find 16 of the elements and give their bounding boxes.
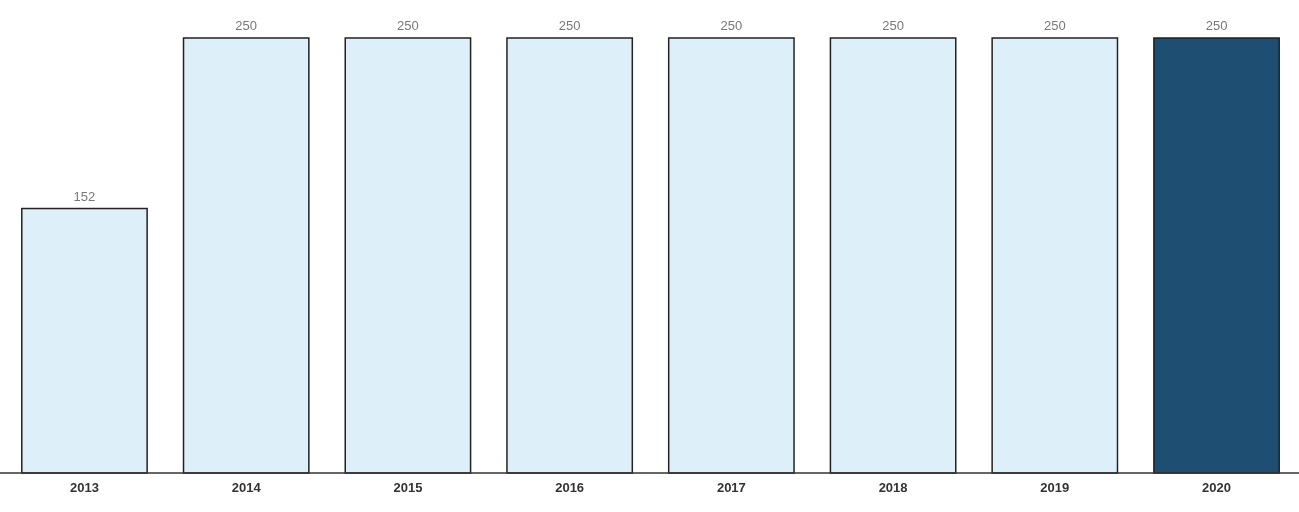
x-tick-label: 2015 xyxy=(393,480,423,496)
x-tick-label: 2020 xyxy=(1202,480,1231,496)
x-tick-label: 2013 xyxy=(70,480,99,496)
x-tick-label: 2016 xyxy=(555,480,585,496)
x-tick-label: 2017 xyxy=(716,480,746,496)
data-label: 250 xyxy=(882,18,904,33)
data-label: 250 xyxy=(235,18,258,33)
data-label: 250 xyxy=(1043,18,1066,33)
x-tick-label: 2019 xyxy=(1040,480,1070,496)
data-label: 250 xyxy=(720,18,743,33)
data-label: 250 xyxy=(558,18,581,33)
x-tick-label: 2018 xyxy=(878,480,908,496)
x-tick-label: 2014 xyxy=(231,480,262,496)
data-label: 250 xyxy=(1205,18,1228,33)
data-label: 250 xyxy=(397,18,419,33)
data-label: 152 xyxy=(73,188,96,204)
